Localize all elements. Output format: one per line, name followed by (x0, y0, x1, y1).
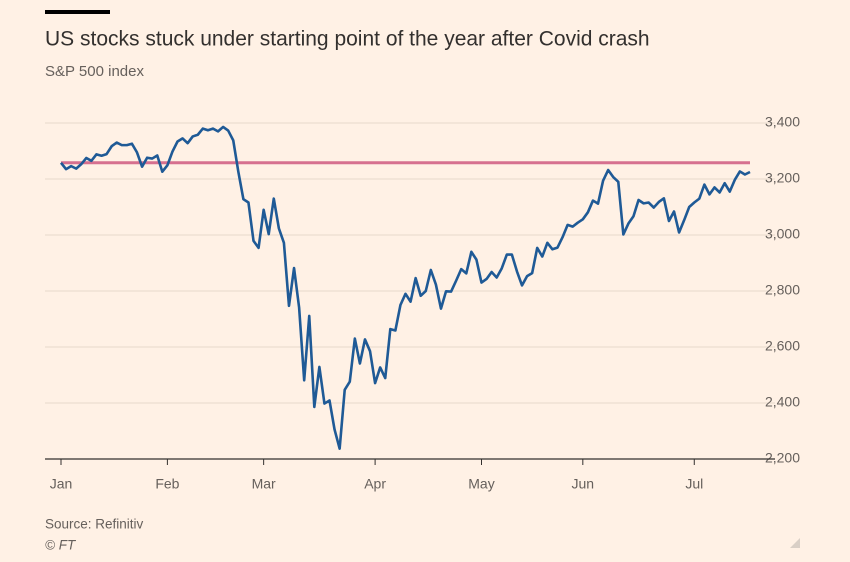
y-tick-label: 2,200 (765, 450, 800, 466)
copyright: © FT (45, 538, 77, 553)
y-tick-label: 3,000 (765, 226, 800, 242)
y-tick-label: 3,400 (765, 114, 800, 130)
x-tick-label: Jan (50, 476, 73, 492)
x-tick-label: Jul (685, 476, 703, 492)
x-tick-label: Apr (364, 476, 386, 492)
y-tick-label: 2,800 (765, 282, 800, 298)
y-tick-label: 2,600 (765, 338, 800, 354)
x-tick-label: May (468, 476, 494, 492)
y-tick-label: 2,400 (765, 394, 800, 410)
y-tick-label: 3,200 (765, 170, 800, 186)
x-tick-label: Feb (155, 476, 179, 492)
resize-icon (790, 538, 800, 548)
source: Source: Refinitiv (45, 517, 144, 532)
top-bar (45, 10, 110, 14)
index-line (59, 125, 751, 450)
x-tick-label: Mar (252, 476, 276, 492)
x-tick-label: Jun (572, 476, 595, 492)
chart-subtitle: S&P 500 index (45, 63, 144, 80)
chart-title: US stocks stuck under starting point of … (45, 28, 650, 51)
